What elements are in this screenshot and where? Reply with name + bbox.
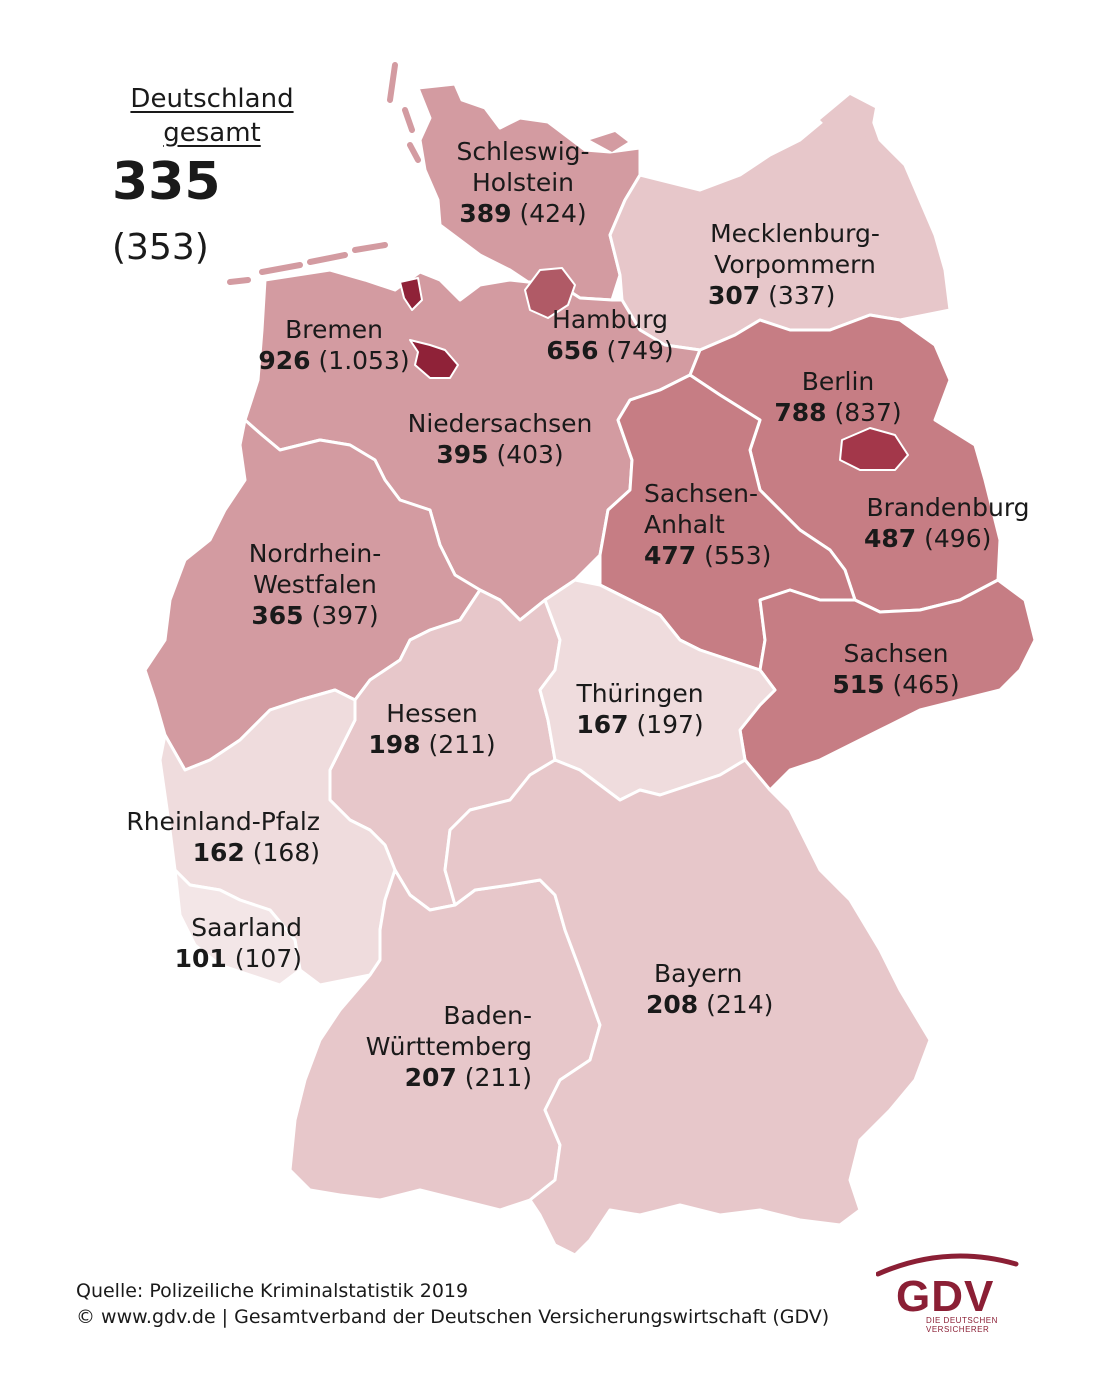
label-name: Württemberg [365, 1032, 532, 1061]
islands-frisian [227, 242, 388, 285]
label-thueringen: Thüringen 167 (197) [570, 678, 710, 740]
footer: Quelle: Polizeiliche Kriminalstatistik 2… [76, 1278, 829, 1330]
total-title-line2: gesamt [163, 118, 261, 148]
label-value: 487 (496) [864, 524, 992, 553]
label-baden-wuerttemberg: Baden- Württemberg 207 (211) [352, 1000, 532, 1093]
label-name: Westfalen [253, 570, 377, 599]
state-bremen-bremerhaven [399, 277, 423, 311]
label-value: 477 (553) [644, 541, 772, 570]
label-value: 926 (1.053) [258, 346, 410, 375]
logo-word: GDV [896, 1272, 995, 1321]
label-nordrhein-westfalen: Nordrhein- Westfalen 365 (397) [240, 538, 390, 631]
label-hamburg: Hamburg 656 (749) [535, 304, 685, 366]
label-name: Schleswig- [456, 137, 590, 166]
label-name: Sachsen [843, 639, 949, 668]
label-name: Brandenburg [866, 493, 1030, 522]
label-name: Holstein [471, 168, 575, 197]
copyright-text: © www.gdv.de | Gesamtverband der Deutsch… [76, 1306, 830, 1328]
label-bremen: Bremen 926 (1.053) [254, 314, 414, 376]
label-sachsen: Sachsen 515 (465) [826, 638, 966, 700]
label-name: Saarland [191, 913, 302, 942]
label-name: Rheinland-Pfalz [126, 807, 320, 836]
label-value: 515 (465) [832, 670, 960, 699]
label-rheinland-pfalz: Rheinland-Pfalz 162 (168) [108, 806, 320, 868]
island-ruegen [820, 95, 875, 145]
label-value: 395 (403) [436, 440, 564, 469]
label-value: 389 (424) [459, 199, 587, 228]
gdv-logo: GDV DIE DEUTSCHEN VERSICHERER [876, 1250, 1046, 1334]
label-sachsen-anhalt: Sachsen- Anhalt 477 (553) [644, 478, 784, 571]
label-name: Bremen [285, 315, 383, 344]
label-hessen: Hessen 198 (211) [362, 698, 502, 760]
islands-north-frisian [387, 62, 421, 163]
label-name: Thüringen [576, 679, 704, 708]
label-mecklenburg-vorpommern: Mecklenburg- Vorpommern 307 (337) [700, 218, 890, 311]
label-name: Sachsen- [644, 479, 759, 508]
label-saarland: Saarland 101 (107) [166, 912, 302, 974]
state-bayern [443, 758, 932, 1257]
label-name: Niedersachsen [407, 409, 593, 438]
source-text: Quelle: Polizeiliche Kriminalstatistik 2… [76, 1280, 469, 1302]
label-niedersachsen: Niedersachsen 395 (403) [400, 408, 600, 470]
state-saarland [173, 868, 302, 987]
label-name: Vorpommern [714, 250, 876, 279]
label-name: Hamburg [552, 305, 668, 334]
label-value: 162 (168) [192, 838, 320, 867]
label-name: Anhalt [644, 510, 725, 539]
label-value: 167 (197) [576, 710, 704, 739]
label-value: 656 (749) [546, 336, 674, 365]
label-name: Baden- [443, 1001, 532, 1030]
label-bayern: Bayern 208 (214) [646, 958, 786, 1020]
label-name: Berlin [801, 367, 875, 396]
label-berlin: Berlin 788 (837) [768, 366, 908, 428]
label-value: 198 (211) [368, 730, 496, 759]
logo-subtitle: DIE DEUTSCHEN VERSICHERER [926, 1316, 998, 1334]
label-name: Bayern [654, 959, 743, 988]
logo-arc-icon [876, 1253, 1019, 1277]
label-value: 208 (214) [646, 990, 774, 1019]
total-current: 335 [112, 152, 221, 212]
label-value: 788 (837) [774, 398, 902, 427]
label-value: 365 (397) [251, 601, 379, 630]
label-name: Nordrhein- [248, 539, 382, 568]
total-value: 335 (353) [112, 152, 312, 278]
label-value: 101 (107) [174, 944, 302, 973]
label-name: Mecklenburg- [710, 219, 880, 248]
state-bremen [409, 339, 459, 379]
state-hamburg [524, 267, 576, 319]
label-value: 307 (337) [708, 281, 836, 310]
label-brandenburg: Brandenburg 487 (496) [858, 492, 1038, 554]
label-name: Hessen [386, 699, 478, 728]
label-value: 207 (211) [404, 1063, 532, 1092]
germany-total-block: Deutschland gesamt 335 (353) [112, 82, 312, 278]
total-previous: (353) [112, 227, 209, 268]
island-fehmarn [590, 132, 628, 152]
total-title-line1: Deutschland [130, 84, 294, 114]
label-schleswig-holstein: Schleswig- Holstein 389 (424) [448, 136, 598, 229]
state-berlin [839, 427, 909, 471]
